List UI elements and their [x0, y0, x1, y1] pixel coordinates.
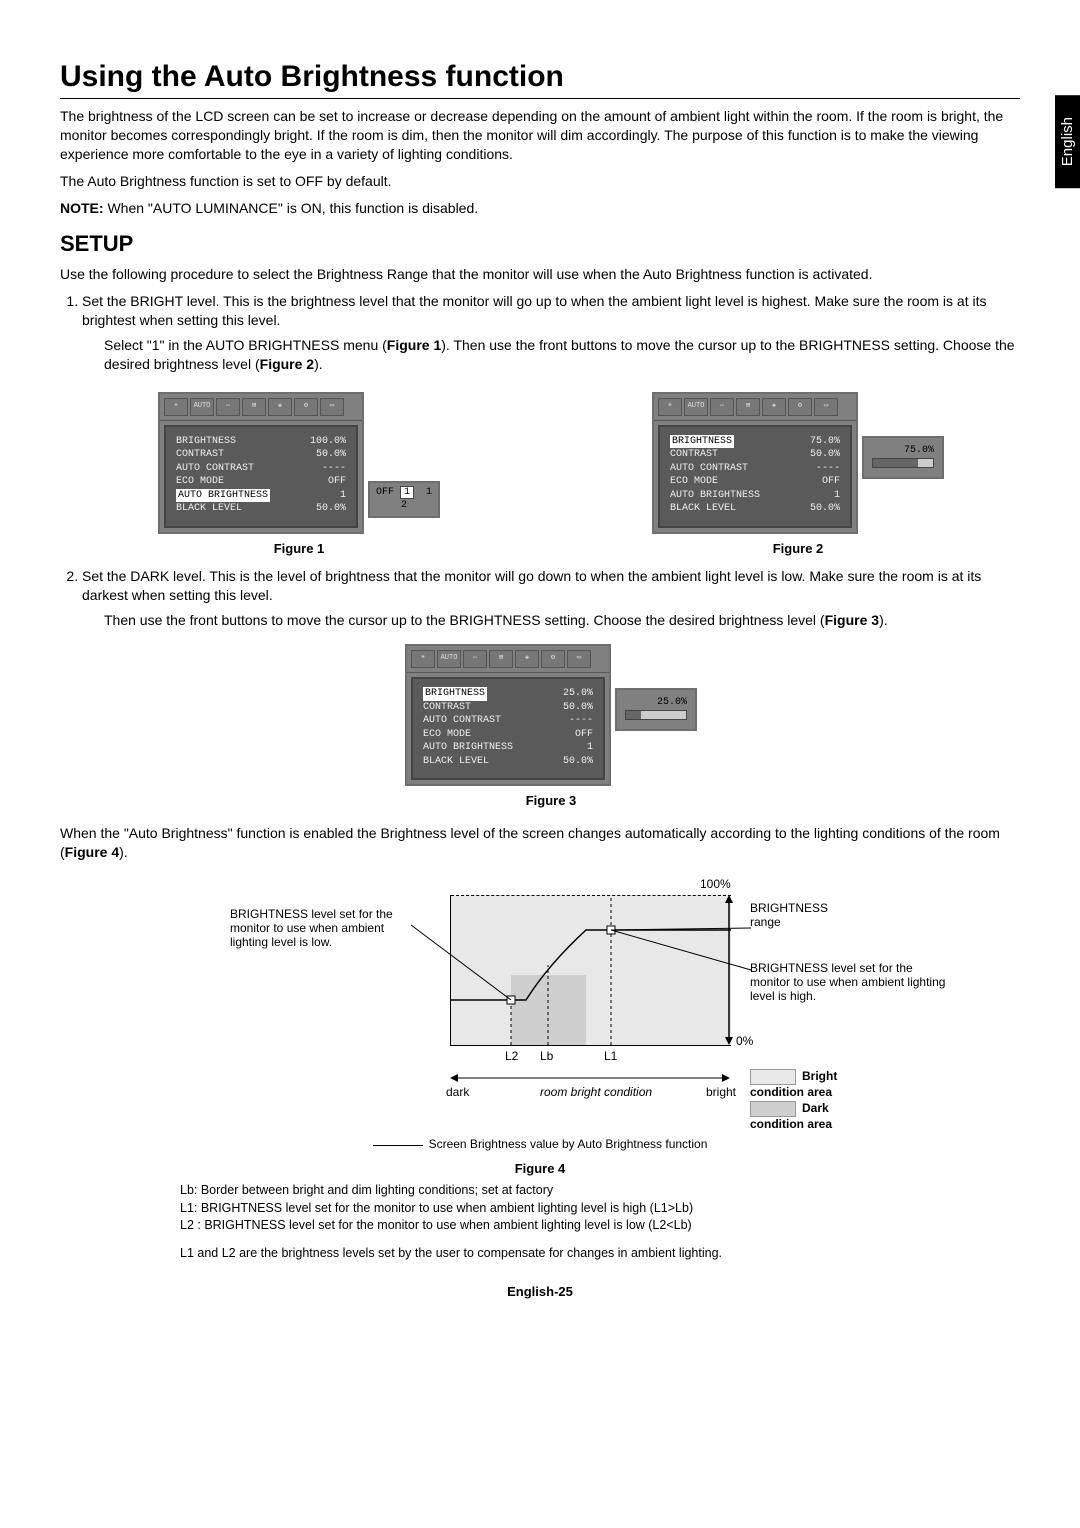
figure-3-caption: Figure 3 [82, 792, 1020, 810]
figure-4-chart: 100% 0% BRIGHTNESS level set for the mon… [230, 871, 850, 1161]
chart-mid: room bright condition [540, 1085, 652, 1099]
chart-100pct: 100% [700, 877, 731, 891]
figure-1: ☀AUTO⇔⊞✚⚙▭ BRIGHTNESS100.0% CONTRAST50.0… [158, 392, 440, 558]
chart-high-note: BRIGHTNESS level set for the monitor to … [750, 961, 950, 1003]
setup-heading: SETUP [60, 231, 1020, 257]
chart-lb: Lb [540, 1049, 553, 1063]
osd-ext-3: 25.0% [615, 688, 697, 731]
step-1: Set the BRIGHT level. This is the bright… [82, 292, 1020, 557]
step-1-sub: Select "1" in the AUTO BRIGHTNESS menu (… [104, 336, 1020, 374]
osd-ext-1: OFF 1 1 2 [368, 481, 440, 518]
osd-ext-2: 75.0% [862, 436, 944, 479]
auto-brightness-para: When the "Auto Brightness" function is e… [60, 824, 1020, 862]
intro-paragraph: The brightness of the LCD screen can be … [60, 107, 1020, 164]
osd-panel-2: ☀AUTO⇔⊞✚⚙▭ BRIGHTNESS75.0% CONTRAST50.0%… [652, 392, 858, 534]
chart-left-note: BRIGHTNESS level set for the monitor to … [230, 907, 410, 949]
chart-legend: Bright condition area Dark condition are… [750, 1067, 850, 1133]
figure-1-caption: Figure 1 [158, 540, 440, 558]
step-2-sub: Then use the front buttons to move the c… [104, 611, 1020, 630]
chart-l2: L2 [505, 1049, 518, 1063]
chart-bright: bright [706, 1085, 736, 1099]
step-2: Set the DARK level. This is the level of… [82, 567, 1020, 809]
chart-l1: L1 [604, 1049, 617, 1063]
osd-panel-1: ☀AUTO⇔⊞✚⚙▭ BRIGHTNESS100.0% CONTRAST50.0… [158, 392, 364, 534]
chart-dark: dark [446, 1085, 469, 1099]
chart-legend-line: Screen Brightness value by Auto Brightne… [230, 1137, 850, 1151]
page-number: English-25 [60, 1284, 1020, 1299]
figure-3: ☀AUTO⇔⊞✚⚙▭ BRIGHTNESS25.0% CONTRAST50.0%… [82, 644, 1020, 810]
setup-intro: Use the following procedure to select th… [60, 265, 1020, 284]
chart-0pct: 0% [736, 1034, 753, 1048]
figure-2: ☀AUTO⇔⊞✚⚙▭ BRIGHTNESS75.0% CONTRAST50.0%… [652, 392, 944, 558]
figure-4-caption: Figure 4 [60, 1161, 1020, 1176]
note-body: When "AUTO LUMINANCE" is ON, this functi… [104, 200, 479, 216]
chart-range-note: BRIGHTNESS range [750, 901, 850, 929]
note-prefix: NOTE: [60, 200, 104, 216]
figure-2-caption: Figure 2 [652, 540, 944, 558]
page-title: Using the Auto Brightness function [60, 60, 1020, 99]
figure-4-notes: Lb: Border between bright and dim lighti… [180, 1182, 900, 1262]
osd-panel-3: ☀AUTO⇔⊞✚⚙▭ BRIGHTNESS25.0% CONTRAST50.0%… [405, 644, 611, 786]
note-paragraph: NOTE: When "AUTO LUMINANCE" is ON, this … [60, 199, 1020, 218]
language-tab: English [1055, 95, 1080, 188]
default-off-paragraph: The Auto Brightness function is set to O… [60, 172, 1020, 191]
